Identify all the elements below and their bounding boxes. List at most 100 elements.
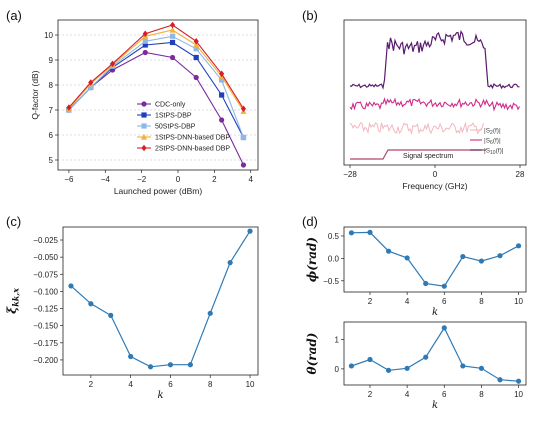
y-tick-label: 5 <box>49 156 54 165</box>
y-tick-label: 0 <box>335 365 340 374</box>
data-point <box>169 39 176 46</box>
panel-label-b: (b) <box>302 8 318 23</box>
data-point <box>385 248 392 254</box>
data-point <box>515 243 522 249</box>
series-line-s6 <box>349 97 520 112</box>
data-point <box>68 283 74 289</box>
x-tick-label: −28 <box>343 170 357 179</box>
y-tick-label: 9 <box>49 56 54 65</box>
data-point <box>88 84 94 91</box>
data-point <box>404 255 410 261</box>
y-axis-label: ϕ(rad) <box>305 237 319 282</box>
data-point <box>227 260 233 266</box>
y-tick-label: −0.150 <box>33 322 58 331</box>
data-point <box>108 312 114 318</box>
x-tick-label: −6 <box>64 175 74 184</box>
legend-marker <box>141 101 147 107</box>
x-tick-label: 2 <box>368 390 373 399</box>
data-point <box>240 162 247 168</box>
data-point <box>348 230 355 236</box>
data-point <box>460 253 466 260</box>
x-tick-label: 8 <box>479 390 484 399</box>
data-point <box>128 353 134 360</box>
legend-label: |S6(f)| <box>484 138 501 147</box>
x-tick-label: 4 <box>128 380 133 389</box>
data-point <box>497 377 503 383</box>
y-tick-label: −0.050 <box>33 253 58 262</box>
legend-label: |S10(f)| <box>484 148 504 157</box>
data-point <box>219 117 225 123</box>
data-point <box>142 38 148 44</box>
x-axis-label: k <box>157 390 163 401</box>
y-tick-label: 7 <box>49 106 54 115</box>
data-point <box>515 378 522 384</box>
data-point <box>348 363 355 369</box>
data-point <box>497 253 503 259</box>
x-tick-label: 28 <box>516 170 525 179</box>
data-point <box>460 363 466 369</box>
data-point <box>142 49 148 56</box>
x-tick-label: −2 <box>137 175 147 184</box>
data-point <box>478 258 485 264</box>
x-axis-label: Frequency (GHz) <box>402 181 467 191</box>
data-point <box>247 228 253 234</box>
data-point <box>367 356 373 363</box>
x-tick-label: 4 <box>405 297 410 306</box>
data-point <box>367 229 373 235</box>
data-point <box>423 354 429 360</box>
x-tick-label: 10 <box>246 380 255 389</box>
series-line-s2 <box>349 121 484 135</box>
data-point <box>478 365 485 371</box>
series-line <box>70 230 251 368</box>
y-tick-label: 1 <box>335 336 340 345</box>
legend-marker <box>141 144 147 152</box>
data-point <box>193 41 200 48</box>
data-point <box>219 92 225 98</box>
panel-label-c: (c) <box>6 214 21 229</box>
panel-label-d: (d) <box>302 214 318 229</box>
y-tick-label: 0.0 <box>328 254 340 263</box>
x-tick-label: 4 <box>249 175 254 184</box>
series-line <box>68 24 244 110</box>
x-tick-label: −4 <box>101 175 111 184</box>
x-tick-label: 0 <box>176 175 181 184</box>
chart-d-top: 0.5 0.0 −0.5 2 4 6 8 10 k ϕ(rad) <box>305 226 527 318</box>
data-point <box>219 77 225 83</box>
x-tick-label: 2 <box>89 380 94 389</box>
data-point <box>147 364 154 370</box>
data-point <box>441 283 447 289</box>
y-tick-label: −0.200 <box>33 356 58 365</box>
legend-label: |S2(f)| <box>484 128 501 137</box>
y-tick-label: 6 <box>49 131 54 140</box>
signal-spectrum-line <box>350 149 486 160</box>
x-tick-label: 10 <box>514 297 523 306</box>
data-point <box>240 134 247 141</box>
y-tick-label: 10 <box>44 31 53 40</box>
y-tick-label: −0.025 <box>33 236 58 245</box>
series-line <box>68 35 245 138</box>
data-point <box>142 30 148 37</box>
x-tick-label: 8 <box>479 297 484 306</box>
x-tick-label: 8 <box>208 380 213 389</box>
plot-frame <box>57 19 259 171</box>
chart-b: −28 0 28 Frequency (GHz) Signal spectrum |S2(… <box>343 19 527 191</box>
panel-label-a: (a) <box>6 8 22 23</box>
y-tick-label: −0.125 <box>33 305 58 314</box>
legend-marker <box>141 133 147 140</box>
series-line <box>351 326 519 382</box>
x-axis-label: k <box>432 400 438 411</box>
data-point <box>169 54 176 61</box>
plot-frame <box>62 226 259 376</box>
y-tick-label: −0.075 <box>33 270 58 279</box>
plot-frame <box>343 226 527 293</box>
data-point <box>404 365 410 371</box>
data-point <box>169 26 176 33</box>
y-tick-label: −0.5 <box>323 277 339 286</box>
data-point <box>193 38 199 45</box>
data-point <box>169 33 176 39</box>
data-point <box>88 301 94 307</box>
signal-spectrum-label: Signal spectrum <box>403 153 453 160</box>
data-point <box>207 310 213 316</box>
